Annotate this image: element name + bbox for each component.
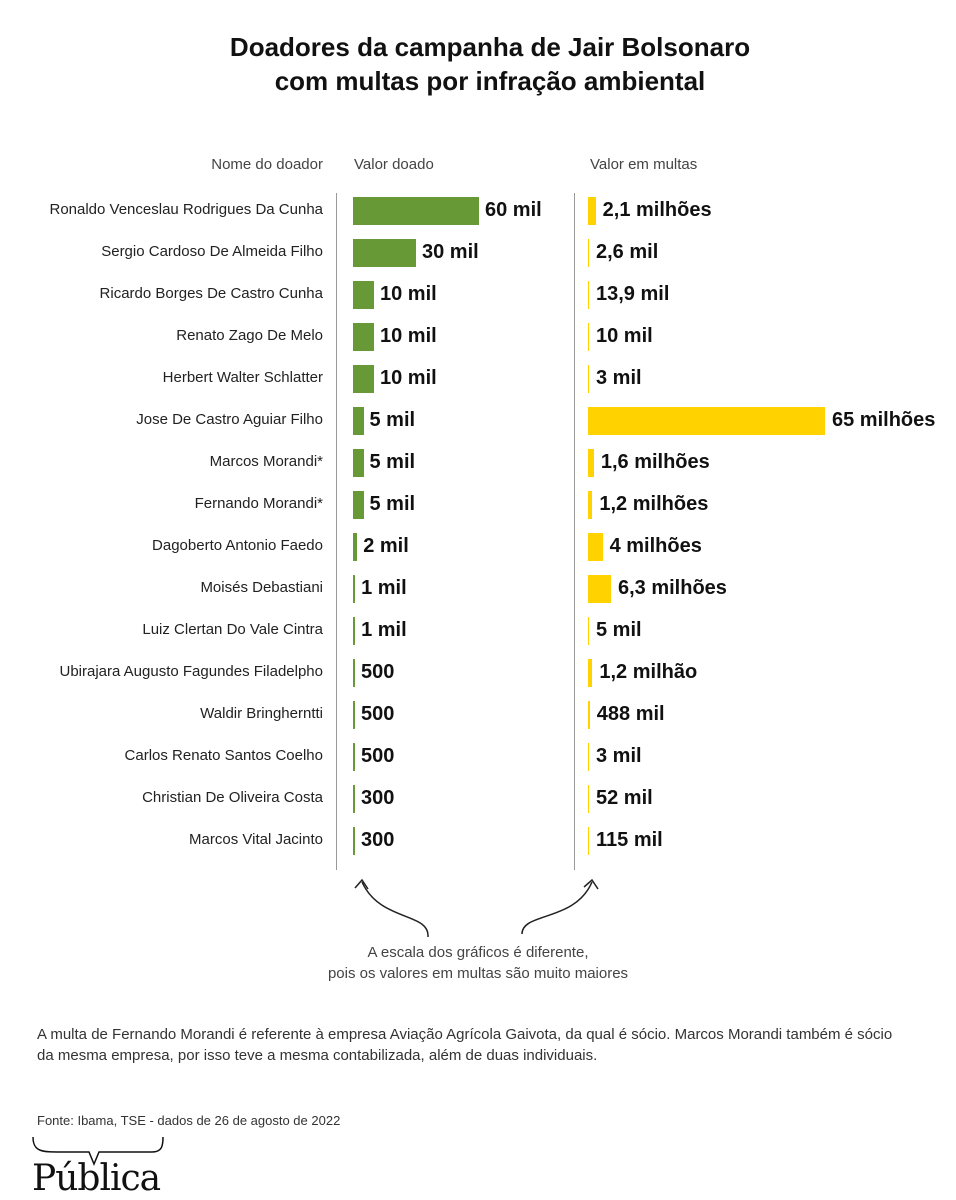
donated-bar xyxy=(353,323,374,351)
donated-bar xyxy=(353,617,356,645)
header-fines: Valor em multas xyxy=(590,156,698,173)
chart-title: Doadores da campanha de Jair Bolsonaro c… xyxy=(0,30,956,98)
donated-bar xyxy=(353,785,355,813)
donor-name: Ricardo Borges De Castro Cunha xyxy=(99,285,323,302)
fines-bar xyxy=(588,449,594,477)
donated-bar xyxy=(353,491,364,519)
donor-name: Marcos Morandi* xyxy=(209,453,323,470)
donated-bar xyxy=(353,827,355,855)
donated-bar xyxy=(353,449,364,477)
fines-bar xyxy=(588,617,589,645)
title-line-2: com multas por infração ambiental xyxy=(274,66,706,96)
fines-bar xyxy=(588,197,596,225)
donor-name: Waldir Bringherntti xyxy=(200,705,323,722)
fines-bar xyxy=(588,407,825,435)
donated-label: 10 mil xyxy=(380,283,437,305)
donated-label: 300 xyxy=(361,787,395,809)
donor-name: Luiz Clertan Do Vale Cintra xyxy=(142,621,323,638)
source: Fonte: Ibama, TSE - dados de 26 de agost… xyxy=(37,1113,341,1128)
donated-bar xyxy=(353,701,355,729)
fines-label: 2,6 mil xyxy=(596,241,659,263)
fines-bar xyxy=(588,491,593,519)
donated-label: 1 mil xyxy=(361,619,407,641)
fines-label: 3 mil xyxy=(596,367,642,389)
donated-label: 1 mil xyxy=(361,577,407,599)
fines-bar xyxy=(588,659,593,687)
donor-name: Renato Zago De Melo xyxy=(176,327,323,344)
donated-label: 500 xyxy=(361,745,395,767)
fines-bar xyxy=(588,533,603,561)
fines-label: 6,3 milhões xyxy=(617,577,727,599)
donated-bar xyxy=(353,575,356,603)
fines-label: 1,2 milhão xyxy=(599,661,698,683)
fines-bar xyxy=(588,365,589,393)
donor-name: Carlos Renato Santos Coelho xyxy=(124,747,323,764)
fines-label: 65 milhões xyxy=(832,409,936,431)
donated-bar xyxy=(353,365,374,393)
donated-label: 300 xyxy=(361,829,395,851)
divider-fines xyxy=(574,193,575,870)
donated-label: 500 xyxy=(361,703,395,725)
fines-label: 115 mil xyxy=(596,829,663,851)
donated-bar xyxy=(353,239,416,267)
scale-note-line-1: A escala dos gráficos é diferente, xyxy=(367,944,589,961)
donated-label: 5 mil xyxy=(369,493,416,515)
donated-bar xyxy=(353,743,355,771)
logo-text: Pública xyxy=(32,1158,161,1199)
donated-bar xyxy=(353,407,364,435)
fines-label: 13,9 mil xyxy=(596,283,670,305)
donated-bar xyxy=(353,281,374,309)
donor-name: Sergio Cardoso De Almeida Filho xyxy=(101,243,323,260)
divider-donated xyxy=(336,193,337,870)
donor-name: Marcos Vital Jacinto xyxy=(189,831,323,848)
donor-name: Fernando Morandi* xyxy=(194,495,323,512)
fines-label: 52 mil xyxy=(596,787,653,809)
title-line-1: Doadores da campanha de Jair Bolsonaro xyxy=(229,32,751,62)
scale-note: A escala dos gráficos é diferente, pois … xyxy=(0,942,956,984)
donor-name: Christian De Oliveira Costa xyxy=(142,789,323,806)
footnote: A multa de Fernando Morandi é referente … xyxy=(37,1026,893,1064)
donated-label: 60 mil xyxy=(485,199,542,221)
fines-bar xyxy=(588,239,589,267)
donated-bar xyxy=(353,533,358,561)
fines-label: 10 mil xyxy=(596,325,653,347)
fines-bar xyxy=(588,323,589,351)
header-donated: Valor doado xyxy=(354,156,434,173)
donor-name: Ronaldo Venceslau Rodrigues Da Cunha xyxy=(49,201,323,218)
donor-name: Jose De Castro Aguiar Filho xyxy=(136,411,323,428)
fines-label: 3 mil xyxy=(596,745,642,767)
fines-label: 1,2 milhões xyxy=(599,493,709,515)
fines-label: 4 milhões xyxy=(609,535,702,557)
header-names: Nome do doador xyxy=(211,156,323,173)
arrows-icon xyxy=(354,878,599,938)
fines-label: 1,6 milhões xyxy=(600,451,710,473)
donor-name: Moisés Debastiani xyxy=(200,579,323,596)
publica-logo: Pública xyxy=(32,1134,164,1199)
fines-label: 5 mil xyxy=(596,619,642,641)
donated-bar xyxy=(353,197,479,225)
fines-bar xyxy=(588,743,589,771)
fines-bar xyxy=(588,701,590,729)
donated-label: 30 mil xyxy=(422,241,479,263)
fines-label: 2,1 milhões xyxy=(602,199,712,221)
donated-label: 5 mil xyxy=(369,409,416,431)
fines-label: 488 mil xyxy=(596,703,665,725)
fines-bar xyxy=(588,281,589,309)
fines-bar xyxy=(588,575,611,603)
donated-bar xyxy=(353,659,355,687)
fines-bar xyxy=(588,785,589,813)
donated-label: 2 mil xyxy=(363,535,409,557)
fines-bar xyxy=(588,827,589,855)
donor-name: Ubirajara Augusto Fagundes Filadelpho xyxy=(59,663,323,680)
logo-bracket-icon xyxy=(32,1136,164,1166)
donated-label: 10 mil xyxy=(380,367,437,389)
scale-note-line-2: pois os valores em multas são muito maio… xyxy=(327,965,629,982)
donated-label: 500 xyxy=(361,661,395,683)
donated-label: 5 mil xyxy=(369,451,416,473)
donor-name: Dagoberto Antonio Faedo xyxy=(152,537,323,554)
donor-name: Herbert Walter Schlatter xyxy=(162,369,323,386)
donated-label: 10 mil xyxy=(380,325,437,347)
